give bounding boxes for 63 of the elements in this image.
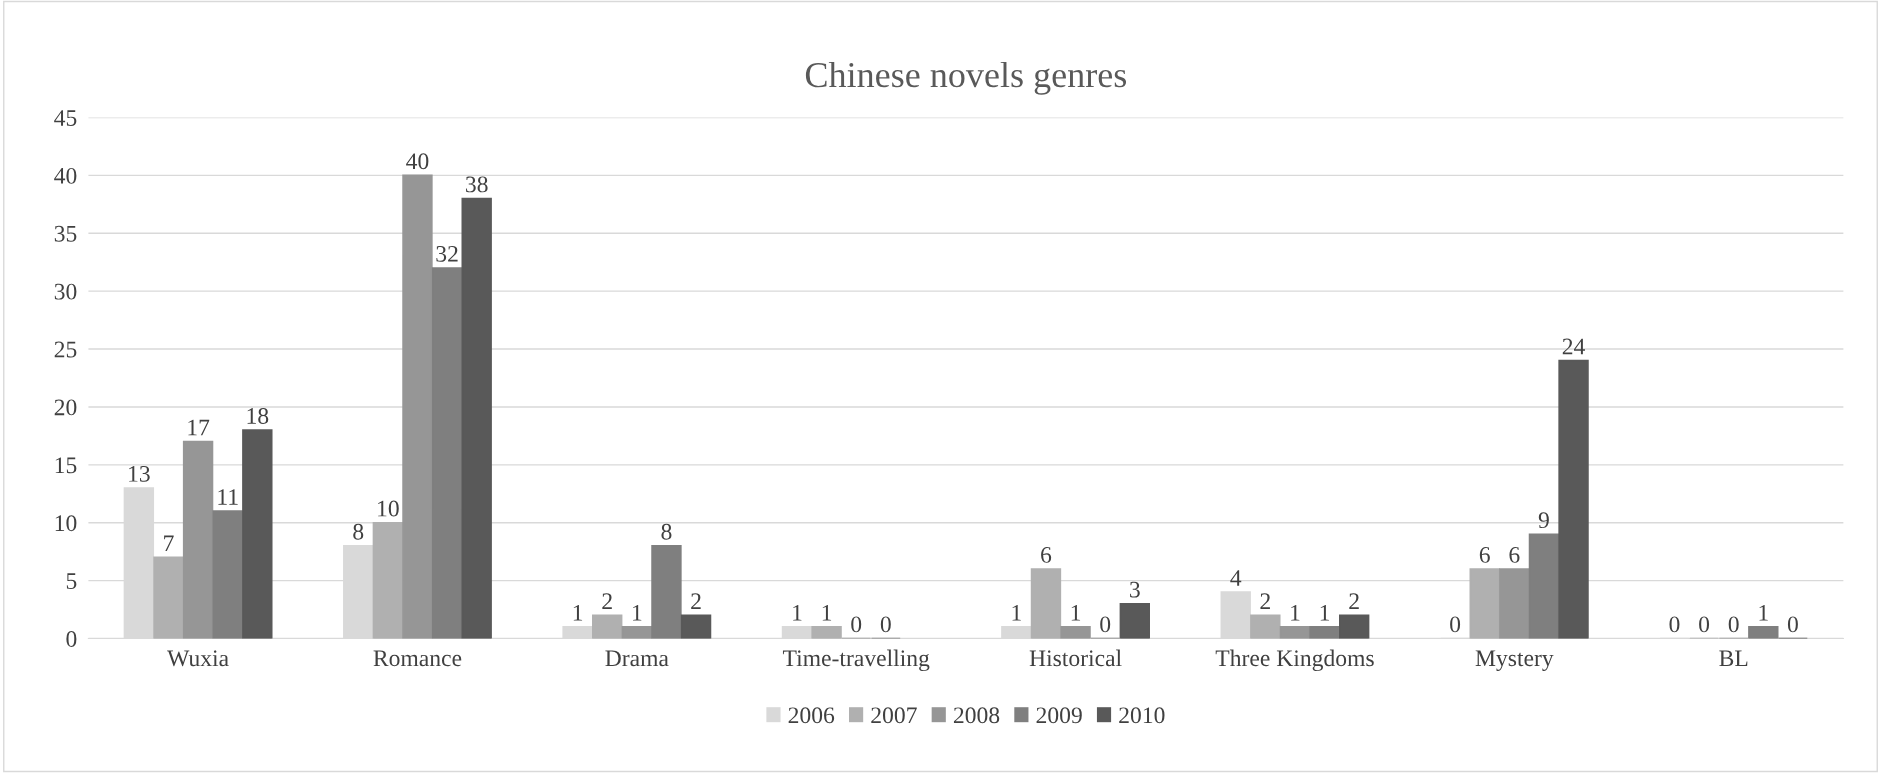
x-tick-label: Historical <box>1029 649 1122 667</box>
data-label: 2 <box>1349 593 1359 609</box>
data-label: 0 <box>1100 616 1111 633</box>
legend-label: 2009 <box>1036 707 1082 724</box>
y-tick-label: 30 <box>54 283 77 300</box>
data-label: 38 <box>466 176 488 193</box>
data-label: 0 <box>880 616 891 633</box>
data-label: 8 <box>661 523 672 540</box>
y-tick-label: 20 <box>54 399 77 416</box>
x-tick-label: Time-travelling <box>782 649 930 672</box>
x-tick-label: Drama <box>605 650 669 667</box>
legend-label: 2006 <box>788 707 835 724</box>
x-tick-label: BL <box>1719 650 1748 667</box>
data-label: 1 <box>1291 604 1300 621</box>
y-tick-label: 5 <box>66 573 77 590</box>
data-label: 3 <box>1130 581 1140 598</box>
data-label: 2 <box>1260 593 1270 609</box>
legend-label: 2008 <box>953 707 1000 724</box>
data-label: 1 <box>1012 604 1021 621</box>
legend-label: 2010 <box>1119 707 1165 724</box>
data-label: 6 <box>1041 546 1052 563</box>
data-label: 10 <box>378 500 399 517</box>
data-label: 6 <box>1479 546 1490 563</box>
data-label: 24 <box>1562 338 1585 355</box>
data-label: 0 <box>1450 616 1461 633</box>
y-tick-label: 45 <box>54 110 77 126</box>
data-label: 1 <box>573 604 583 621</box>
data-label: 13 <box>129 465 150 482</box>
chart-title: Chinese novels genres <box>805 61 1127 95</box>
data-label: 1 <box>1071 604 1081 621</box>
x-tick-label: Mystery <box>1475 650 1554 672</box>
data-label: 0 <box>851 616 862 633</box>
data-label: 1 <box>822 604 832 621</box>
data-label: 17 <box>188 419 210 436</box>
data-label: 0 <box>1787 616 1798 633</box>
data-label: 40 <box>406 153 429 170</box>
data-label: 1 <box>633 604 642 621</box>
data-label: 0 <box>1699 616 1710 633</box>
data-label: 32 <box>436 245 458 262</box>
y-tick-label: 10 <box>55 515 77 532</box>
data-label: 11 <box>218 489 238 505</box>
y-tick-label: 40 <box>54 167 77 184</box>
data-label: 18 <box>247 407 269 424</box>
data-label: 7 <box>164 535 174 552</box>
data-label: 1 <box>1759 604 1768 621</box>
y-tick-label: 25 <box>54 341 77 358</box>
data-label: 2 <box>602 593 612 609</box>
y-tick-label: 0 <box>66 630 77 647</box>
y-tick-label: 15 <box>55 457 77 474</box>
data-label: 1 <box>793 604 802 621</box>
legend-label: 2007 <box>871 707 917 724</box>
data-label: 0 <box>1728 616 1739 633</box>
x-tick-label: Three Kingdoms <box>1215 649 1374 672</box>
x-tick-label: Romance <box>373 650 462 667</box>
y-tick-label: 35 <box>54 225 77 242</box>
data-label: 6 <box>1509 546 1520 563</box>
data-label: 9 <box>1538 512 1549 529</box>
data-label: 0 <box>1669 616 1680 633</box>
data-label: 2 <box>691 593 701 609</box>
data-label: 4 <box>1230 570 1242 586</box>
x-tick-label: Wuxia <box>167 650 229 667</box>
data-label: 1 <box>1320 604 1330 621</box>
data-label: 8 <box>353 523 364 540</box>
